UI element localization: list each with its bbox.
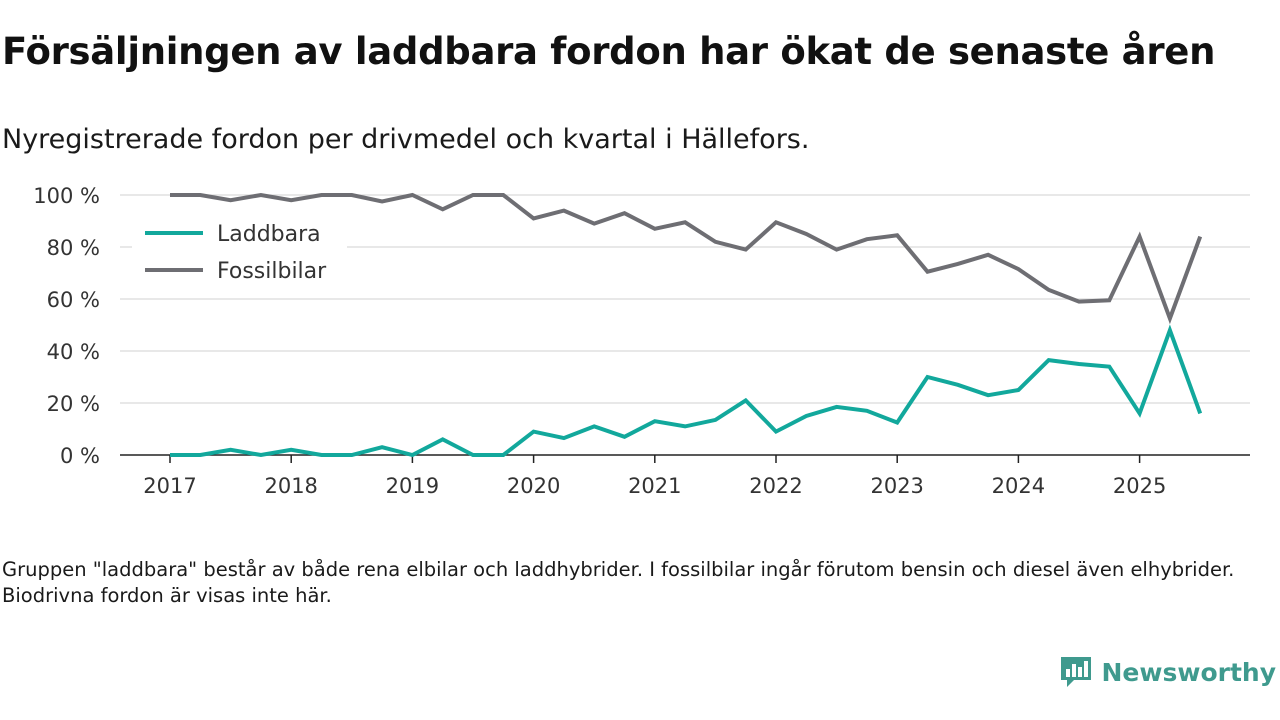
y-tick-label: 60 %	[47, 288, 100, 312]
chart-subtitle: Nyregistrerade fordon per drivmedel och …	[2, 124, 810, 155]
legend-label-fossilbilar: Fossilbilar	[217, 259, 327, 284]
y-tick-label: 80 %	[47, 236, 100, 260]
chart-title: Försäljningen av laddbara fordon har öka…	[2, 30, 1216, 73]
x-axis-ticks: 2017 2018 2019 2020 2021 2022 2023 2024 2025	[143, 455, 1166, 498]
line-chart: 0 % 20 % 40 % 60 % 80 % 100 % 2017 2018 2019 202…	[33, 184, 1250, 498]
x-tick-label: 2020	[507, 474, 560, 498]
legend-label-laddbara: Laddbara	[217, 222, 321, 247]
x-tick-label: 2017	[143, 474, 196, 498]
series-line-laddbara	[170, 324, 1203, 458]
y-tick-label: 0 %	[60, 444, 100, 468]
brand-logo[interactable]: Newsworthy	[1058, 654, 1277, 690]
newsworthy-logo-icon	[1060, 657, 1091, 687]
brand-name: Newsworthy	[1101, 657, 1277, 687]
x-tick-label: 2018	[264, 474, 317, 498]
series-lines	[169, 192, 1203, 458]
x-tick-label: 2022	[749, 474, 802, 498]
x-tick-label: 2024	[992, 474, 1045, 498]
x-tick-label: 2025	[1113, 474, 1166, 498]
y-axis-tick-labels: 0 % 20 % 40 % 60 % 80 % 100 %	[33, 184, 100, 468]
legend: Laddbara Fossilbilar	[132, 215, 347, 295]
footnote: Gruppen "laddbara" består av både rena e…	[2, 558, 1235, 607]
x-tick-label: 2019	[386, 474, 439, 498]
legend-background	[132, 215, 347, 295]
x-tick-label: 2023	[870, 474, 923, 498]
y-tick-label: 100 %	[33, 184, 100, 208]
y-tick-label: 20 %	[47, 392, 100, 416]
x-tick-label: 2021	[628, 474, 681, 498]
y-tick-label: 40 %	[47, 340, 100, 364]
